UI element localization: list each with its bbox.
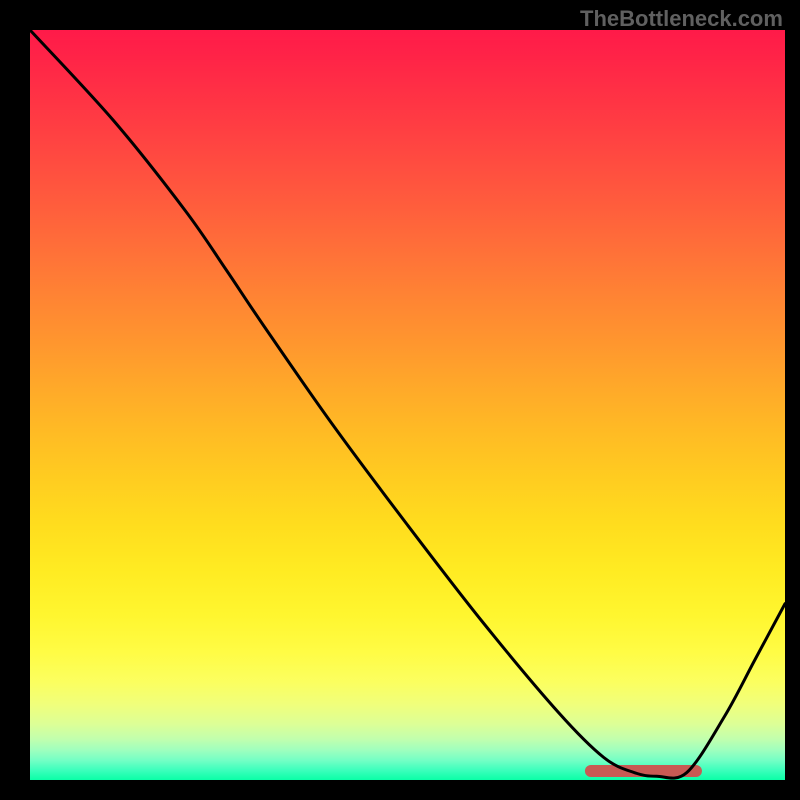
chart-background [30,30,785,780]
chart-svg [0,0,800,800]
attribution-label: TheBottleneck.com [580,6,783,32]
chart-container: TheBottleneck.com [0,0,800,800]
